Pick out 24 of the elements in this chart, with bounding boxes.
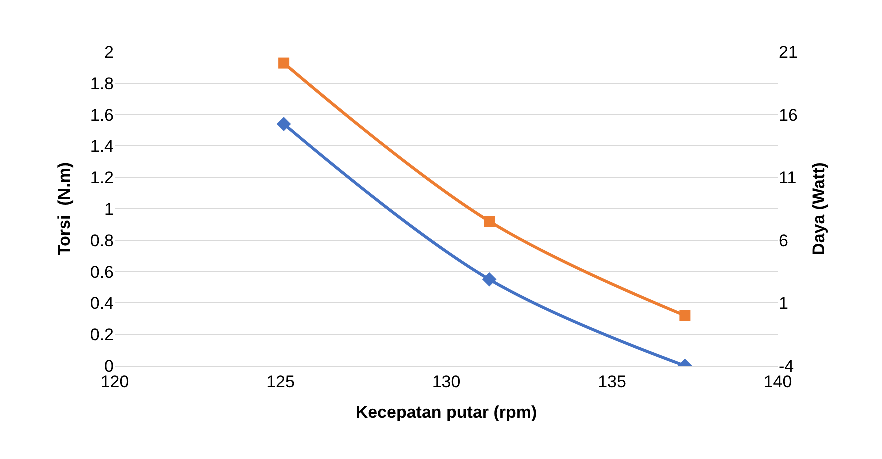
y-tick-label: 1.6 [90, 106, 114, 125]
y2-axis-title: Daya (Watt) [809, 162, 828, 256]
point [484, 216, 496, 228]
y-tick-label: 0.6 [90, 262, 114, 282]
y-tick-label: 2 [104, 42, 114, 62]
point [278, 58, 290, 69]
y-tick-label: 1 [104, 200, 114, 219]
y2-tick-label: 6 [779, 231, 788, 250]
x-axis-title: Kecepatan putar (rpm) [356, 402, 538, 422]
y-tick-label: 1.8 [90, 74, 114, 94]
y-tick-label: 1.2 [90, 168, 114, 188]
x-tick-label: 130 [432, 372, 461, 392]
x-tick-label: 125 [266, 372, 295, 392]
point [680, 310, 691, 322]
y-axis-title: Torsi (N.m) [54, 162, 74, 256]
y-tick-label: 0.8 [90, 231, 114, 250]
y2-tick-label: 21 [779, 42, 798, 62]
x-tick-label: 135 [598, 372, 626, 392]
y-tick-label: 1.4 [90, 137, 114, 156]
y2-tick-label: 1 [779, 294, 788, 314]
y-tick-label: 0.2 [90, 326, 114, 345]
y2-tick-label: 16 [779, 106, 798, 125]
y-tick-label: 0.4 [90, 294, 114, 314]
y2-tick-label: 11 [779, 168, 797, 188]
